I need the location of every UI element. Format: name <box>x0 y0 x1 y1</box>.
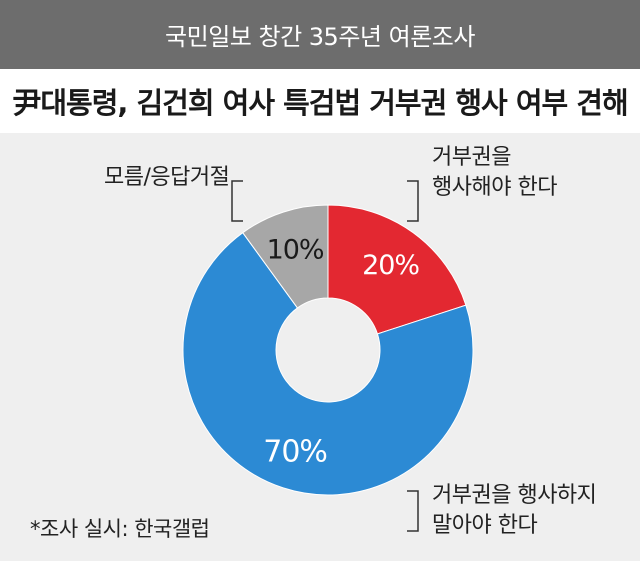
chart-area: 20% 70% 10% 거부권을 행사해야 한다 모름/응답거절 거부권을 행사하지… <box>0 133 640 561</box>
annotation-slice-1: 거부권을 행사하지 말아야 한다 <box>432 481 597 541</box>
leader-line-2 <box>231 180 243 222</box>
slice-1 <box>182 231 474 496</box>
annotation-slice-1-line-1: 거부권을 행사하지 <box>432 483 597 508</box>
leader-line-1 <box>407 490 419 532</box>
annotation-slice-0-line-2: 행사해야 한다 <box>432 175 557 200</box>
donut-chart: 20% 70% 10% <box>182 180 474 532</box>
slice-label-2: 10% <box>267 235 324 266</box>
slice-label-1: 70% <box>263 434 327 469</box>
annotation-slice-1-line-2: 말아야 한다 <box>432 513 538 538</box>
survey-banner: 국민일보 창간 35주년 여론조사 <box>0 0 640 69</box>
slice-2 <box>242 204 329 309</box>
chart-title-text: 尹대통령, 김건희 여사 특검법 거부권 행사 여부 견해 <box>12 86 628 120</box>
footnote: *조사 실시: 한국갤럽 <box>30 517 210 541</box>
slice-0 <box>327 204 467 335</box>
leader-line-0 <box>407 180 419 222</box>
banner-text: 국민일보 창간 35주년 여론조사 <box>165 23 475 51</box>
annotation-slice-2-line-1: 모름/응답거절 <box>104 165 230 190</box>
annotation-slice-0-line-1: 거부권을 <box>432 145 511 170</box>
chart-title: 尹대통령, 김건희 여사 특검법 거부권 행사 여부 견해 <box>0 69 640 133</box>
slice-label-0: 20% <box>362 250 419 281</box>
annotation-slice-0: 거부권을 행사해야 한다 <box>432 143 557 203</box>
annotation-slice-2: 모름/응답거절 <box>104 163 230 193</box>
